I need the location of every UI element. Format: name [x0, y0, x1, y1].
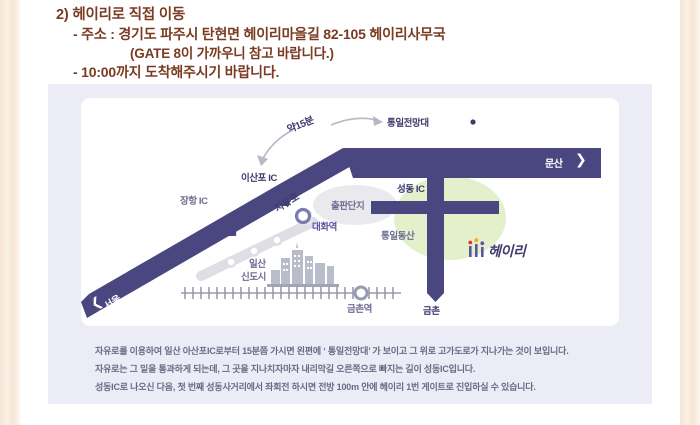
heading-address: - 주소 : 경기도 파주시 탄현면 헤이리마을길 82-105 헤이리사무국: [73, 26, 446, 42]
munsan-road-shape: [343, 148, 601, 178]
label-seongdong-ic: 성동 IC: [397, 184, 425, 195]
label-unification-observatory: 통일전망대: [387, 118, 429, 129]
geumchon-arrow-shape: [427, 278, 444, 302]
railroad-line-shape: [181, 285, 401, 301]
label-isanpo-ic: 이산포 IC: [241, 173, 277, 184]
heading-title: 2) 헤이리로 직접 이동: [56, 7, 186, 23]
label-geumchon: 금촌: [423, 306, 440, 317]
heading-gate-note: (GATE 8이 가까우니 참고 바랍니다.): [130, 46, 334, 61]
observatory-arrowhead-shape: [373, 116, 383, 126]
label-ilsan-line2: 신도시: [241, 272, 267, 283]
fifteen-min-arrow-shape: [260, 129, 294, 163]
footer-line-2: 자유로는 그 밑을 통과하게 되는데, 그 곳을 지나치자마자 내리막길 오른쪽…: [95, 364, 476, 374]
seongdong-branch-road-shape: [371, 201, 499, 214]
munsan-chevron-icon: ❯: [575, 151, 587, 167]
jayuro-road-shape: [81, 148, 353, 318]
seongdong-ic-stub-shape: [427, 160, 437, 178]
page-edge-right: [680, 0, 700, 425]
map-card: 약15분 통일전망대 문산 ❯ 성동 IC 이산포 IC 장항 IC 자유로 서…: [81, 98, 619, 326]
directions-heading: 2) 헤이리로 직접 이동 - 주소 : 경기도 파주시 탄현면 헤이리마을길 …: [56, 6, 636, 82]
label-daehwa-station: 대화역: [312, 222, 338, 233]
fifteen-min-arrowhead-shape: [257, 155, 268, 166]
subway-line-shape: [196, 217, 318, 281]
page-edge-left: [0, 0, 20, 425]
green-area-shape: [394, 176, 506, 260]
map-panel: 약15분 통일전망대 문산 ❯ 성동 IC 이산포 IC 장항 IC 자유로 서…: [48, 84, 652, 404]
daehwa-station-marker-shape: [294, 207, 312, 225]
label-munsan: 문산: [545, 159, 563, 170]
footer-line-1: 자유로를 이용하여 일산 아산포IC로부터 15분쯤 가시면 왼편에 ‘ 통일전…: [95, 346, 569, 356]
ilsan-skyline-shape: [267, 242, 339, 287]
heyri-logo-shape: [468, 238, 485, 257]
directions-footer: 자유로를 이용하여 일산 아산포IC로부터 15분쯤 가시면 왼편에 ‘ 통일전…: [95, 342, 615, 396]
route-map: 약15분 통일전망대 문산 ❯ 성동 IC 이산포 IC 장항 IC 자유로 서…: [81, 98, 619, 326]
observatory-arrow-shape: [330, 117, 380, 126]
label-unification-hill: 통일동산: [381, 231, 415, 242]
label-publishing-complex: 출판단지: [331, 201, 365, 212]
label-heyri-logo: 헤이리: [488, 243, 526, 259]
observatory-dot-shape: [470, 119, 476, 125]
label-ilsan-line1: 일산: [249, 259, 266, 270]
footer-line-3: 성동IC로 나오신 다음, 첫 번째 성동사거리에서 좌회전 하시면 전방 10…: [95, 382, 536, 392]
heading-arrival-time: - 10:00까지 도착해주시기 바랍니다.: [73, 64, 280, 80]
geumchon-road-shape: [427, 148, 444, 293]
label-janghang-ic: 장항 IC: [180, 196, 208, 207]
label-geumchon-station: 금촌역: [347, 304, 373, 315]
publishing-ellipse-shape: [313, 185, 397, 225]
